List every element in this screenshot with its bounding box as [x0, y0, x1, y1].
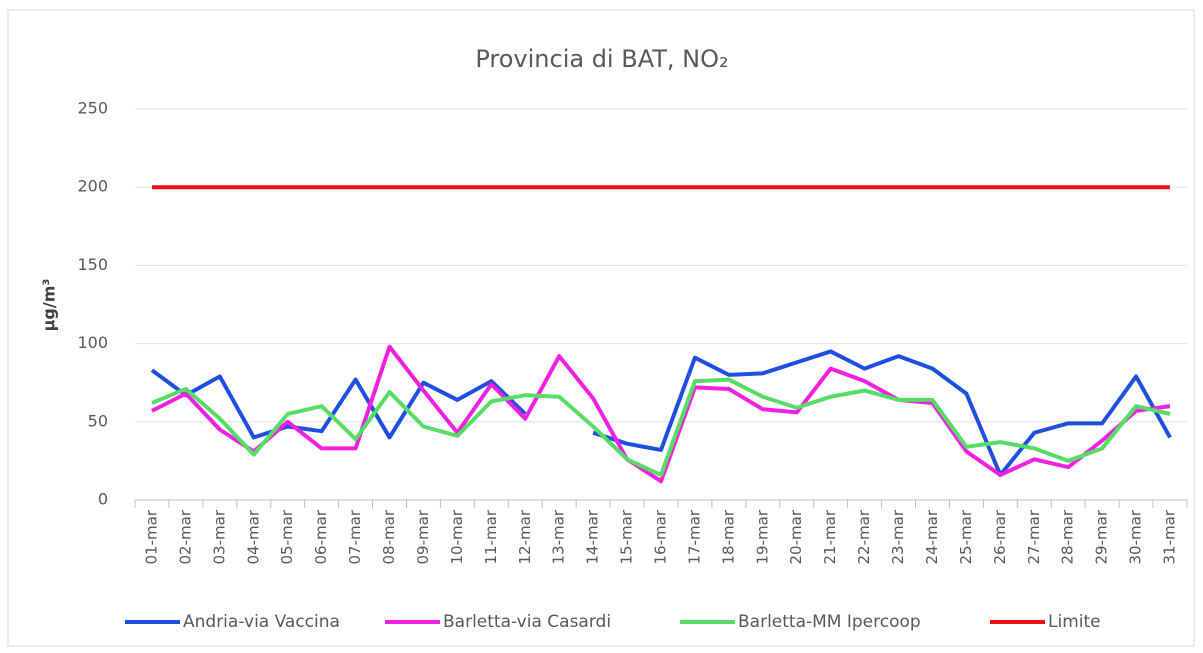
x-tick-label: 21-mar [821, 509, 839, 564]
x-tick-label: 05-mar [278, 509, 296, 564]
chart-title: Provincia di BAT, NO₂ [475, 45, 728, 73]
x-tick-label: 04-mar [244, 509, 262, 564]
x-tick-label: 16-mar [652, 509, 670, 564]
legend-label: Limite [1048, 612, 1101, 632]
x-tick-label: 24-mar [923, 509, 941, 564]
x-tick-label: 27-mar [1025, 509, 1043, 564]
legend-label: Barletta-via Casardi [443, 612, 611, 632]
legend-label: Andria-via Vaccina [183, 612, 340, 632]
x-tick-label: 09-mar [414, 509, 432, 564]
x-tick-label: 13-mar [550, 509, 568, 564]
x-tick-label: 14-mar [584, 509, 602, 564]
series-line [150, 368, 527, 440]
y-axis-label: µg/m³ [40, 279, 59, 332]
x-tick-label: 08-mar [380, 509, 398, 564]
y-tick-label: 0 [98, 490, 108, 509]
x-tick-label: 10-mar [448, 509, 466, 564]
series-line [592, 349, 1172, 477]
x-tick-label: 30-mar [1127, 509, 1145, 564]
x-tick-label: 17-mar [685, 509, 703, 564]
x-tick-label: 26-mar [991, 509, 1009, 564]
x-tick-label: 12-mar [516, 509, 534, 564]
y-tick-label: 50 [88, 411, 108, 430]
x-tick-label: 01-mar [142, 509, 160, 564]
x-tick-label: 02-mar [176, 509, 194, 564]
x-tick-label: 28-mar [1059, 509, 1077, 564]
x-tick-label: 23-mar [889, 509, 907, 564]
x-tick-label: 25-mar [957, 509, 975, 564]
series-line [151, 344, 1171, 484]
x-tick-label: 07-mar [346, 509, 364, 564]
y-tick-label: 250 [77, 99, 108, 118]
x-tick-label: 06-mar [312, 509, 330, 564]
x-tick-label: 22-mar [855, 509, 873, 564]
series-line [151, 377, 1171, 477]
y-tick-label: 150 [77, 255, 108, 274]
y-tick-label: 200 [77, 177, 108, 196]
x-tick-label: 29-mar [1093, 509, 1111, 564]
x-tick-label: 18-mar [719, 509, 737, 564]
x-tick-label: 03-mar [210, 509, 228, 564]
x-tick-label: 31-mar [1161, 509, 1179, 564]
y-tick-label: 100 [77, 333, 108, 352]
x-tick-label: 11-mar [482, 509, 500, 564]
chart-border [7, 9, 1195, 647]
x-tick-label: 15-mar [618, 509, 636, 564]
legend-label: Barletta-MM Ipercoop [738, 612, 921, 632]
x-tick-label: 20-mar [787, 509, 805, 564]
x-tick-label: 19-mar [753, 509, 771, 564]
